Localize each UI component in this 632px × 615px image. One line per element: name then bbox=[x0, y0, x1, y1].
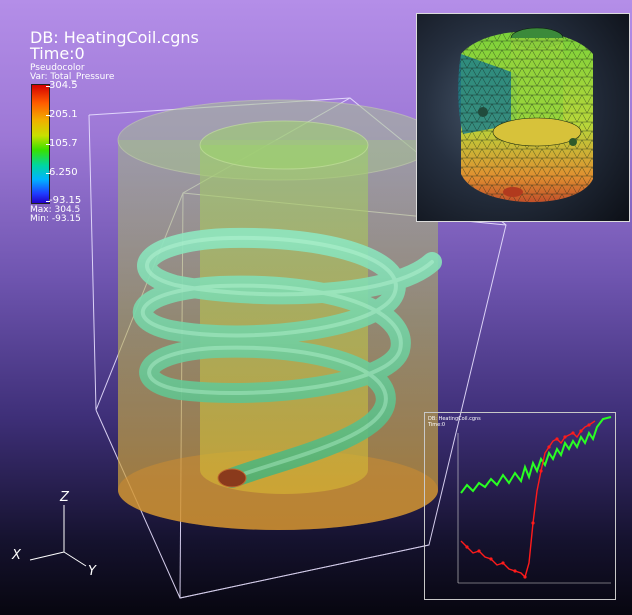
inset-mesh-view[interactable] bbox=[416, 13, 630, 222]
plot-axes bbox=[457, 433, 611, 584]
legend-tick: 6.250 bbox=[46, 167, 78, 178]
legend-tick: 304.5 bbox=[46, 80, 78, 91]
legend-plot-type: Pseudocolor bbox=[30, 63, 85, 73]
legend-min: Min: -93.15 bbox=[30, 214, 81, 224]
axis-y-label: Y bbox=[88, 564, 96, 579]
axis-z-label: Z bbox=[60, 490, 69, 505]
time-label: Time:0 bbox=[30, 44, 85, 63]
series-red-curve bbox=[460, 420, 596, 579]
series-green-curve bbox=[460, 416, 612, 494]
axes-triad bbox=[29, 505, 87, 567]
axis-x-label: X bbox=[12, 548, 21, 563]
heating-coil bbox=[132, 227, 442, 488]
legend-tick: -93.15 bbox=[45, 195, 82, 206]
mesh-cutaway-image bbox=[458, 27, 593, 203]
plot-db-label: DB: HeatingCoil.cgns bbox=[428, 416, 481, 422]
database-label: DB: HeatingCoil.cgns bbox=[30, 28, 199, 47]
plot-time-label: Time:0 bbox=[427, 422, 445, 428]
legend-tick: 105.7 bbox=[46, 138, 78, 149]
curve-plot-canvas: DB: HeatingCoil.cgns Time:0 bbox=[427, 416, 612, 584]
inset-curve-plot[interactable]: DB: HeatingCoil.cgns Time:0 bbox=[424, 412, 616, 600]
series-red-markers bbox=[465, 423, 591, 579]
legend-tick: 205.1 bbox=[46, 109, 78, 120]
legend-variable: Var: Total_Pressure bbox=[30, 72, 115, 82]
legend-max: Max: 304.5 bbox=[30, 205, 81, 215]
